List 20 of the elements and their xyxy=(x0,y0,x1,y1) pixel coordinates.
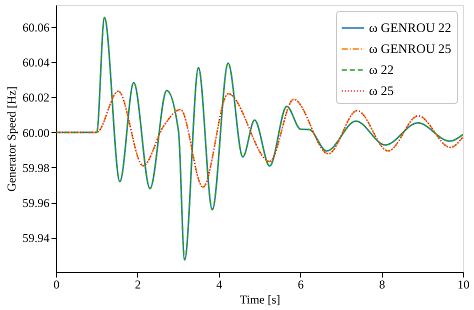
legend-label: ω GENROU 22 xyxy=(369,20,452,35)
legend-label: ω GENROU 25 xyxy=(369,41,452,56)
y-tick-label: 60.06 xyxy=(22,20,50,34)
x-tick-label: 2 xyxy=(134,278,141,292)
x-tick-label: 4 xyxy=(216,278,222,292)
y-tick-label: 60.02 xyxy=(22,90,50,105)
legend-label: ω 22 xyxy=(369,62,394,77)
y-tick-label: 59.98 xyxy=(22,160,50,175)
x-tick-label: 0 xyxy=(54,278,60,292)
y-tick-label: 60.00 xyxy=(22,126,50,140)
x-axis-title: Time [s] xyxy=(240,292,280,306)
y-tick-label: 59.96 xyxy=(22,196,50,210)
y-axis-title: Generator Speed [Hz] xyxy=(4,86,18,192)
y-tick-label: 59.94 xyxy=(22,231,50,246)
legend-label: ω 25 xyxy=(369,83,394,98)
x-tick-label: 10 xyxy=(458,278,470,292)
y-tick-label: 60.04 xyxy=(22,56,50,70)
x-tick-label: 8 xyxy=(379,278,386,292)
x-tick-label: 6 xyxy=(298,278,304,292)
line-series xyxy=(56,16,463,261)
